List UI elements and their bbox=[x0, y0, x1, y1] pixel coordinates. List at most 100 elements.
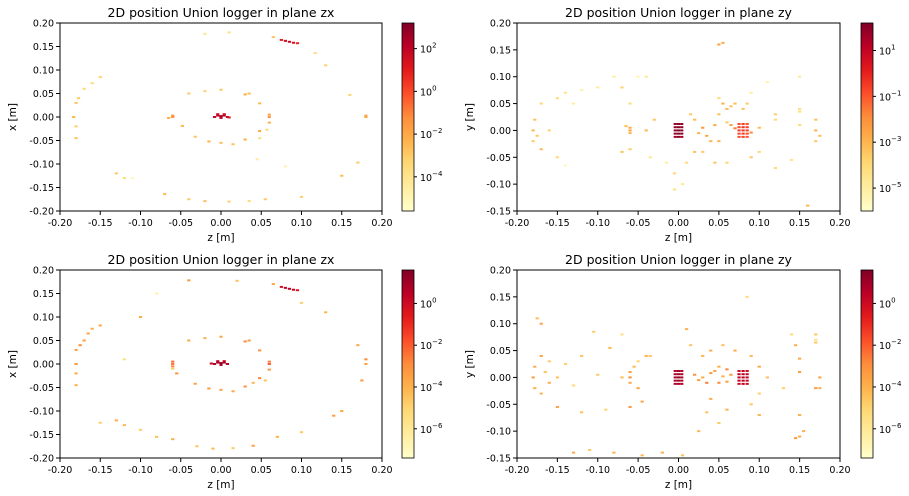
y-tick-label: 0.10 bbox=[33, 313, 54, 324]
x-tick-label: 0.15 bbox=[789, 465, 810, 476]
heatmap-cell bbox=[539, 148, 543, 151]
y-tick-label: 0.20 bbox=[490, 266, 511, 277]
heatmap-cell bbox=[713, 161, 717, 164]
heatmap-cell bbox=[689, 344, 693, 347]
heatmap-cell bbox=[709, 140, 713, 143]
colorbar bbox=[860, 269, 874, 459]
heatmap-cell bbox=[737, 370, 741, 372]
y-tick-label: -0.15 bbox=[486, 207, 511, 218]
heatmap-cell bbox=[207, 140, 211, 143]
heatmap-cell bbox=[693, 118, 697, 121]
heatmap-cell bbox=[122, 424, 127, 427]
colorbar-tick-label: 100 bbox=[879, 296, 896, 310]
x-axis-label: z [m] bbox=[207, 232, 234, 244]
chart-title: 2D position Union logger in plane zx bbox=[108, 5, 335, 20]
y-tick-label: 0.00 bbox=[33, 113, 54, 124]
y-tick-label: 0.10 bbox=[490, 319, 511, 330]
heatmap-cell bbox=[749, 91, 753, 94]
heatmap-cell bbox=[187, 198, 191, 201]
heatmap-cell bbox=[258, 102, 262, 105]
colorbar-tick-label: 10−4 bbox=[879, 380, 902, 394]
heatmap-cell bbox=[628, 126, 632, 129]
heatmap-cell bbox=[745, 379, 749, 382]
heatmap-cell bbox=[717, 97, 721, 100]
heatmap-cell bbox=[130, 177, 135, 180]
heatmap-cell bbox=[737, 123, 741, 125]
heatmap-cell bbox=[74, 348, 78, 351]
heatmap-cell bbox=[814, 338, 818, 341]
heatmap-cell bbox=[267, 363, 271, 365]
colorbar-tick-label: 101 bbox=[879, 44, 896, 58]
heatmap-cell bbox=[180, 124, 184, 127]
heatmap-cell bbox=[592, 330, 596, 333]
heatmap-cell bbox=[705, 381, 709, 384]
heatmap-cell bbox=[114, 419, 118, 422]
heatmap-cell bbox=[673, 373, 677, 376]
heatmap-cell bbox=[82, 87, 86, 90]
chart-title: 2D position Union logger in plane zy bbox=[565, 5, 793, 20]
y-tick-label: -0.05 bbox=[29, 383, 54, 394]
heatmap-cell bbox=[247, 200, 251, 203]
x-tick-label: -0.15 bbox=[88, 465, 113, 476]
heatmap-cell bbox=[745, 370, 749, 372]
heatmap-cell bbox=[555, 376, 559, 379]
heatmap-cell bbox=[171, 114, 175, 117]
x-tick-label: -0.15 bbox=[88, 218, 113, 229]
heatmap-cell bbox=[263, 198, 267, 201]
heatmap-cell bbox=[709, 349, 713, 352]
heatmap-cell bbox=[676, 126, 681, 129]
heatmap-cell bbox=[283, 286, 288, 289]
heatmap-cell bbox=[271, 36, 275, 39]
heatmap-cell bbox=[579, 89, 584, 92]
x-axis-label: z [m] bbox=[207, 479, 234, 491]
heatmap-cell bbox=[216, 114, 220, 117]
heatmap-cell bbox=[725, 408, 729, 411]
heatmap-cell bbox=[749, 403, 753, 406]
heatmap-cell bbox=[74, 363, 78, 365]
heatmap-cell bbox=[207, 387, 211, 390]
heatmap-cell bbox=[680, 183, 685, 186]
heatmap-cell bbox=[680, 370, 684, 372]
heatmap-cell bbox=[225, 363, 230, 365]
heatmap-cell bbox=[313, 52, 317, 55]
heatmap-cell bbox=[533, 387, 537, 390]
heatmap-cell bbox=[745, 129, 749, 132]
heatmap-cell bbox=[571, 451, 576, 454]
heatmap-cell bbox=[535, 317, 539, 320]
heatmap-cell bbox=[789, 333, 794, 336]
heatmap-cell bbox=[673, 123, 677, 125]
heatmap-cell bbox=[247, 92, 251, 95]
heatmap-cell bbox=[267, 360, 271, 363]
colorbar-tick-label: 100 bbox=[420, 84, 437, 98]
heatmap-cell bbox=[672, 172, 677, 175]
heatmap-cell bbox=[216, 361, 220, 364]
heatmap-cell bbox=[701, 376, 705, 379]
heatmap-cell bbox=[219, 363, 223, 366]
heatmap-cell bbox=[187, 92, 191, 95]
y-tick-label: 0.20 bbox=[33, 266, 54, 277]
heatmap-cell bbox=[725, 380, 729, 383]
heatmap-cell bbox=[814, 341, 818, 344]
heatmap-cell bbox=[798, 357, 802, 360]
heatmap-cell bbox=[114, 172, 118, 175]
heatmap-cell bbox=[547, 360, 551, 363]
heatmap-cell bbox=[596, 86, 600, 89]
heatmap-cell bbox=[680, 379, 684, 382]
y-tick-label: -0.10 bbox=[29, 407, 54, 418]
heatmap-cell bbox=[798, 75, 802, 78]
x-tick-label: 0.10 bbox=[291, 465, 312, 476]
heatmap-cell bbox=[648, 354, 652, 357]
heatmap-cell bbox=[555, 156, 559, 159]
heatmap-cell bbox=[299, 195, 304, 198]
heatmap-cell bbox=[74, 372, 78, 375]
heatmap-cell bbox=[555, 97, 559, 100]
heatmap-cell bbox=[588, 448, 592, 451]
x-tick-label: -0.05 bbox=[168, 218, 193, 229]
heatmap-cell bbox=[209, 362, 213, 365]
heatmap-cell bbox=[717, 422, 721, 425]
colorbar-tick-label: 10−2 bbox=[879, 338, 901, 352]
y-tick-label: 0.05 bbox=[490, 346, 511, 357]
x-tick-label: -0.10 bbox=[128, 218, 153, 229]
y-tick-label: 0.10 bbox=[490, 72, 511, 83]
